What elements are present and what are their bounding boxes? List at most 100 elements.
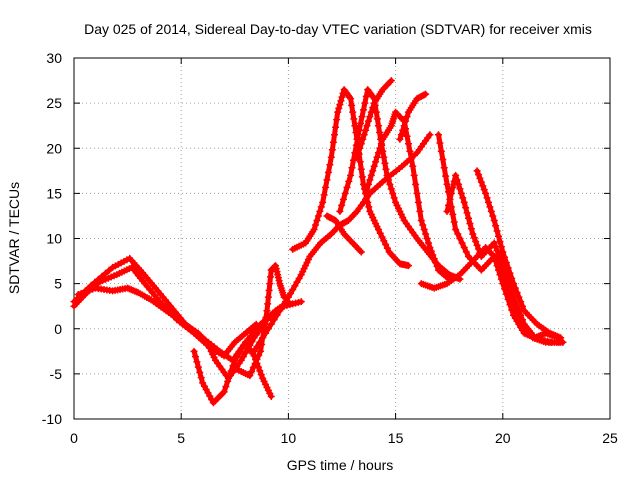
data-point-marker [358,173,366,181]
data-point-marker [442,172,450,180]
data-point-marker [333,116,341,124]
data-point-marker [196,368,204,376]
data-point-marker [390,194,398,202]
data-point-marker [257,347,265,355]
data-point-marker [259,334,267,342]
data-point-marker [293,278,301,286]
data-point-marker [517,298,525,306]
data-point-marker [383,171,391,179]
x-tick-label: 20 [495,430,511,446]
data-point-marker [446,195,454,203]
data-point-marker [476,249,484,257]
data-point-marker [345,177,353,185]
data-point-marker [513,289,521,297]
data-point-marker [267,320,275,328]
data-point-marker [284,293,292,301]
data-point-marker [501,275,509,283]
data-point-marker [364,117,372,125]
data-point-marker [458,239,466,247]
data-point-marker [504,264,512,272]
data-point-marker [273,311,281,319]
data-point-marker [463,209,471,217]
series-pass-16 [473,167,565,342]
x-tick-label: 25 [602,430,618,446]
data-point-marker [383,244,391,252]
y-tick-label: 10 [46,231,62,247]
series-layer [70,77,567,407]
data-point-marker [413,189,421,197]
data-point-marker [414,198,422,206]
data-point-marker [367,108,375,116]
data-point-marker [362,92,370,100]
data-point-marker [242,349,250,357]
data-point-marker [239,353,247,361]
data-point-marker [264,325,272,333]
data-point-marker [366,113,374,121]
data-point-marker [220,388,228,396]
data-point-marker [357,165,365,173]
series-pass-7 [289,86,412,270]
data-point-marker [407,155,415,163]
data-point-marker [237,356,245,364]
data-point-marker [253,355,261,363]
data-point-marker [374,225,382,233]
y-tick-label: -5 [50,366,63,382]
data-point-marker [496,238,504,246]
data-point-marker [507,292,515,300]
data-point-marker [362,189,370,197]
data-point-marker [469,230,477,238]
data-point-marker [483,194,491,202]
x-tick-label: 15 [388,430,404,446]
data-point-marker [378,233,386,241]
data-point-marker [387,77,395,85]
data-point-marker [373,115,381,123]
data-point-marker [430,255,438,263]
data-point-marker [369,104,377,112]
data-point-marker [369,167,377,175]
data-point-marker [374,122,382,130]
grid-layer [74,58,610,419]
data-point-marker [453,176,461,184]
data-point-marker [262,329,270,337]
data-point-marker [404,140,412,148]
data-point-marker [420,225,428,233]
data-point-marker [511,284,519,292]
y-tick-label: 30 [46,50,62,66]
series-line [251,132,433,354]
data-point-marker [492,222,500,230]
data-point-marker [432,259,440,267]
data-point-marker [457,189,465,197]
data-point-marker [339,195,347,203]
data-point-marker [105,266,113,274]
data-point-marker [222,383,230,391]
data-point-marker [492,257,500,265]
data-point-marker [265,286,273,294]
data-point-marker [326,161,334,169]
data-point-marker [506,269,514,277]
data-point-marker [313,216,321,224]
data-point-marker [320,191,328,199]
data-point-marker [434,131,442,139]
data-point-marker [473,167,481,175]
data-point-marker [197,374,205,382]
data-point-marker [454,180,462,188]
x-tick-label: 0 [70,430,78,446]
data-point-marker [349,108,357,116]
data-point-marker [334,108,342,116]
data-point-marker [361,99,369,107]
data-point-marker [297,298,305,306]
data-point-marker [312,221,320,229]
data-point-marker [400,122,408,130]
data-point-marker [467,225,475,233]
data-point-marker [267,392,275,400]
data-point-marker [459,194,467,202]
data-point-marker [356,144,364,152]
data-point-marker [454,230,462,238]
data-point-marker [249,364,257,372]
data-point-marker [263,307,271,315]
data-point-marker [499,248,507,256]
data-point-marker [440,164,448,172]
data-point-marker [420,91,428,99]
data-point-marker [317,203,325,211]
data-point-marker [101,269,109,277]
